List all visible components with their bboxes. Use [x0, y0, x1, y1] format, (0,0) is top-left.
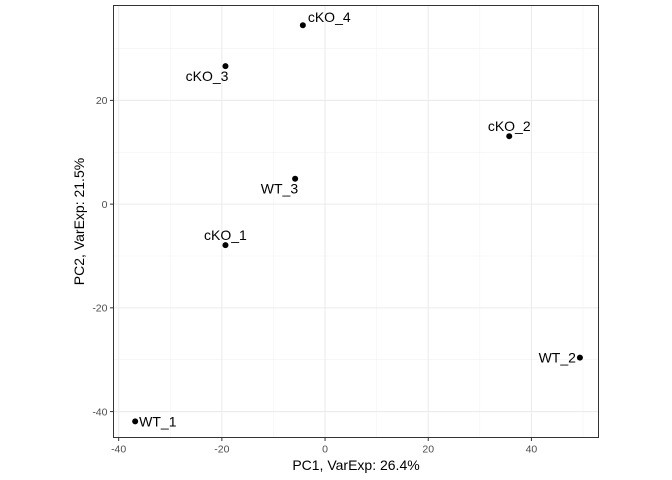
- data-point-wt-3: [292, 175, 299, 182]
- point-label-cko-2: cKO_2: [488, 118, 531, 134]
- y-axis-title: PC2, VarExp: 21.5%: [71, 158, 87, 285]
- point-label-wt-3: WT_3: [261, 181, 299, 197]
- point-label-wt-2: WT_2: [539, 350, 577, 366]
- data-points: [132, 22, 583, 425]
- y-tick-label: -20: [92, 303, 107, 315]
- panel-background: [113, 5, 599, 438]
- y-tick-label: -40: [92, 406, 107, 418]
- data-point-cko-1: [222, 242, 229, 249]
- minor-gridlines: [113, 5, 599, 438]
- data-point-labels: cKO_4 cKO_3 cKO_2 WT_3 cKO_1 WT_2 WT_1: [139, 9, 576, 429]
- point-label-cko-3: cKO_3: [186, 68, 229, 84]
- data-point-cko-3: [222, 63, 229, 70]
- y-tick-label: 0: [102, 199, 108, 211]
- x-tick-label: 0: [322, 444, 328, 456]
- point-label-wt-1: WT_1: [139, 413, 177, 429]
- y-axis-ticks: -40 -20 0 20: [92, 95, 114, 418]
- major-gridlines: [113, 5, 599, 438]
- x-tick-label: -20: [214, 444, 229, 456]
- x-tick-label: -40: [111, 444, 126, 456]
- x-axis-ticks: -40 -20 0 20 40: [111, 437, 538, 456]
- data-point-wt-2: [576, 354, 583, 361]
- x-axis-title: PC1, VarExp: 26.4%: [292, 457, 419, 473]
- point-label-cko-1: cKO_1: [204, 227, 247, 243]
- point-label-cko-4: cKO_4: [308, 9, 351, 25]
- data-point-wt-1: [132, 418, 139, 425]
- x-tick-label: 40: [526, 444, 538, 456]
- panel-border: [113, 5, 599, 438]
- data-point-cko-4: [299, 22, 306, 29]
- x-tick-label: 20: [422, 444, 434, 456]
- y-tick-label: 20: [96, 95, 108, 107]
- data-point-cko-2: [506, 133, 513, 140]
